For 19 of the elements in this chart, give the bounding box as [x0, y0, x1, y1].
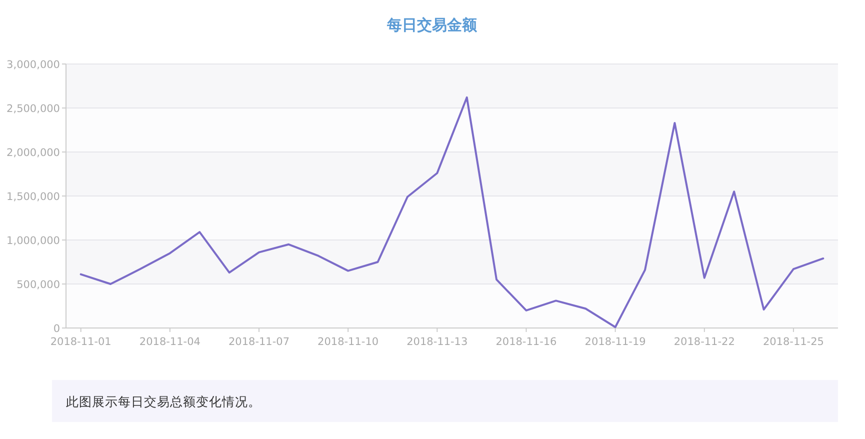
- x-tick-label: 2018-11-22: [674, 336, 735, 348]
- x-tick-label: 2018-11-10: [318, 336, 379, 348]
- x-tick-label: 2018-11-13: [406, 336, 468, 348]
- x-tick-label: 2018-11-07: [228, 336, 290, 348]
- x-tick-label: 2018-11-16: [496, 336, 558, 348]
- text: 此图展示每日交易总额变化情况。: [66, 394, 261, 409]
- y-tick-label: 1,000,000: [6, 235, 60, 247]
- x-tick-label: 2018-11-25: [762, 336, 824, 348]
- x-tick-label: 2018-11-19: [584, 336, 646, 348]
- y-tick-label: 2,500,000: [6, 103, 60, 115]
- chart-title: 每日交易金额: [386, 16, 478, 34]
- y-tick-label: 2,000,000: [6, 147, 60, 159]
- x-tick-label: 2018-11-04: [139, 336, 201, 348]
- y-tick-label: 1,500,000: [6, 191, 60, 203]
- y-tick-label: 500,000: [16, 279, 60, 291]
- y-tick-label: 3,000,000: [6, 59, 60, 71]
- x-tick-label: 2018-11-01: [50, 336, 112, 348]
- y-tick-label: 0: [53, 323, 60, 335]
- line-series: [80, 96, 824, 328]
